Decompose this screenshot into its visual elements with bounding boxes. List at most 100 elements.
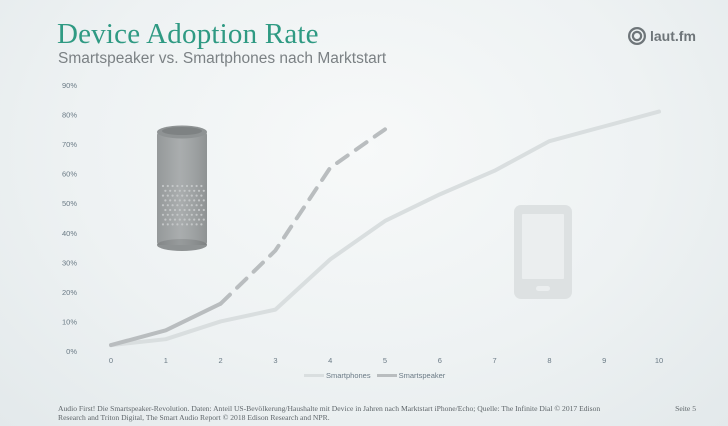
speaker-grille-dot — [161, 194, 165, 197]
speaker-grille-dot — [164, 189, 167, 192]
x-tick-label: 10 — [655, 356, 663, 365]
speaker-grille-dot — [178, 199, 181, 202]
speaker-grille-dot — [178, 208, 181, 212]
speaker-grille-dot — [169, 208, 172, 212]
laut-fm-logo: laut.fm — [627, 26, 696, 46]
speaker-grille-dot — [200, 223, 203, 226]
x-tick-label: 1 — [164, 356, 168, 365]
speaker-grille-dot — [181, 184, 184, 188]
speaker-grille-dot — [200, 194, 203, 197]
speaker-grille-dot — [181, 204, 184, 207]
speaker-grille-dot — [193, 208, 196, 212]
speaker-grille-dot — [190, 204, 193, 207]
speaker-grille-dot — [202, 199, 205, 202]
speaker-grille-dot — [169, 199, 172, 202]
legend-label-smartphones: Smartphones — [326, 371, 371, 380]
speaker-grille-dot — [164, 199, 167, 202]
legend-label-smartspeaker: Smartspeaker — [398, 371, 446, 380]
y-tick-label: 40% — [62, 229, 77, 238]
speaker-grille-dot — [188, 199, 191, 202]
page-title: Device Adoption Rate — [57, 18, 319, 50]
y-tick-label: 90% — [62, 81, 77, 90]
speaker-grille-dot — [197, 199, 201, 202]
x-tick-label: 3 — [273, 356, 277, 365]
legend-swatch-smartphones — [304, 374, 324, 377]
speaker-grille-dot — [188, 189, 191, 192]
speaker-grille-dot — [166, 213, 169, 216]
speaker-grille-dot — [195, 213, 198, 216]
speaker-grille-dot — [181, 223, 184, 226]
series-line-smartspeaker-dashed — [218, 127, 387, 306]
speaker-grille-dot — [190, 223, 193, 226]
speaker-grille-dot — [181, 194, 184, 197]
y-tick-label: 20% — [62, 288, 77, 297]
speaker-grille-dot — [193, 218, 196, 221]
speaker-grille-dot — [176, 194, 179, 197]
speaker-grille-dot — [190, 213, 193, 216]
x-tick-label: 6 — [438, 356, 442, 365]
speaker-grille-dot — [202, 208, 205, 212]
y-tick-label: 30% — [62, 258, 77, 267]
speaker-grille-dot — [176, 213, 179, 216]
x-tick-label: 8 — [547, 356, 551, 365]
speaker-grille-dot — [202, 218, 205, 221]
chart-legend: Smartphones Smartspeaker — [304, 371, 451, 380]
speaker-grille-dot — [169, 218, 172, 221]
speaker-grille-dot — [171, 194, 174, 197]
logo-text: laut.fm — [650, 28, 696, 44]
speaker-grille-dot — [173, 208, 177, 212]
legend-swatch-smartspeaker — [376, 374, 397, 377]
speaker-grille-dot — [202, 189, 205, 192]
speaker-grille-dot — [195, 194, 198, 197]
x-tick-label: 9 — [602, 356, 606, 365]
smartphone-icon — [514, 205, 572, 299]
speaker-grille-dot — [166, 204, 169, 207]
y-axis: 0% 10% 20% 30% 40% 50% 60% 70% 80% 90% — [62, 81, 77, 356]
speaker-grille-dot — [173, 189, 177, 192]
page-number: Seite 5 — [675, 404, 696, 413]
page-subtitle: Smartspeaker vs. Smartphones nach Markts… — [58, 50, 387, 67]
speaker-grille-dot — [185, 223, 189, 226]
speaker-grille-dot — [176, 184, 179, 188]
speaker-grille-dot — [169, 189, 172, 192]
smart-speaker-icon — [157, 125, 207, 251]
speaker-grille-dot — [197, 189, 201, 192]
speaker-grille-dot — [171, 213, 174, 216]
speaker-grille-dot — [193, 199, 196, 202]
speaker-grille-dot — [181, 213, 184, 216]
speaker-grille-dot — [164, 218, 167, 221]
speaker-grille-dot — [200, 184, 203, 188]
speaker-grille-dot — [166, 223, 169, 226]
speaker-grille-dot — [195, 184, 198, 188]
x-tick-label: 0 — [109, 356, 113, 365]
series-line-smartphones — [109, 109, 661, 348]
speaker-grille-dot — [197, 218, 201, 221]
speaker-grille-dot — [178, 189, 181, 192]
speaker-grille-dot — [185, 194, 189, 197]
laut-fm-logo-icon — [628, 27, 646, 45]
legend-item-smartspeaker: Smartspeaker — [376, 371, 446, 380]
speaker-grille-dot — [161, 184, 165, 188]
speaker-grille-dot — [161, 223, 165, 226]
speaker-grille-dot — [185, 213, 189, 216]
speaker-grille-dot — [188, 218, 191, 221]
speaker-grille-dot — [183, 189, 186, 192]
speaker-grille-dot — [171, 204, 174, 207]
speaker-grille-dot — [183, 199, 186, 202]
speaker-grille-dot — [164, 208, 167, 212]
footer-source: Audio First! Die Smartspeaker-Revolution… — [58, 404, 601, 422]
speaker-grille-dot — [200, 204, 203, 207]
speaker-grille-dot — [173, 218, 177, 221]
speaker-grille-dot — [197, 208, 201, 212]
speaker-grille-dot — [195, 204, 198, 207]
x-tick-label: 5 — [383, 356, 387, 365]
x-tick-label: 7 — [493, 356, 497, 365]
speaker-grille-dot — [176, 204, 179, 207]
speaker-grille-dot — [178, 218, 181, 221]
speaker-grille-dot — [185, 184, 189, 188]
y-tick-label: 10% — [62, 317, 77, 326]
speaker-grille-dot — [166, 194, 169, 197]
y-tick-label: 0% — [66, 347, 77, 356]
speaker-grille-dot — [171, 184, 174, 188]
